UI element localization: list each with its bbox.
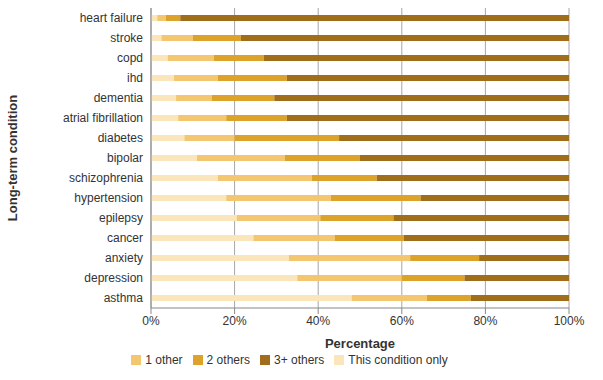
svg-text:Percentage: Percentage (325, 336, 395, 351)
svg-text:ihd: ihd (127, 71, 143, 85)
svg-text:copd: copd (117, 51, 143, 65)
html-text:This condition only: This condition only (348, 353, 448, 367)
svg-text:atrial fibrillation: atrial fibrillation (63, 111, 143, 125)
svg-text:depression: depression (84, 271, 143, 285)
svg-text:80%: 80% (473, 314, 497, 328)
svg-text:0%: 0% (142, 314, 160, 328)
svg-text:stroke: stroke (110, 31, 143, 45)
svg-text:60%: 60% (390, 314, 414, 328)
html-text:3+ others: 3+ others (274, 353, 325, 367)
svg-text:hypertension: hypertension (74, 191, 143, 205)
svg-text:epilepsy: epilepsy (99, 211, 143, 225)
svg-text:anxiety: anxiety (105, 251, 143, 265)
svg-text:dementia: dementia (94, 91, 144, 105)
svg-text:20%: 20% (223, 314, 247, 328)
svg-text:40%: 40% (306, 314, 330, 328)
svg-text:100%: 100% (554, 314, 585, 328)
svg-text:Long-term condition: Long-term condition (8, 95, 20, 221)
html-text:1 other: 1 other (145, 353, 183, 367)
svg-text:bipolar: bipolar (107, 151, 143, 165)
svg-text:asthma: asthma (104, 291, 144, 305)
svg-text:diabetes: diabetes (98, 131, 143, 145)
html-text:2 others: 2 others (206, 353, 250, 367)
svg-text:schizophrenia: schizophrenia (69, 171, 143, 185)
svg-text:heart failure: heart failure (80, 11, 144, 25)
svg-text:cancer: cancer (107, 231, 143, 245)
